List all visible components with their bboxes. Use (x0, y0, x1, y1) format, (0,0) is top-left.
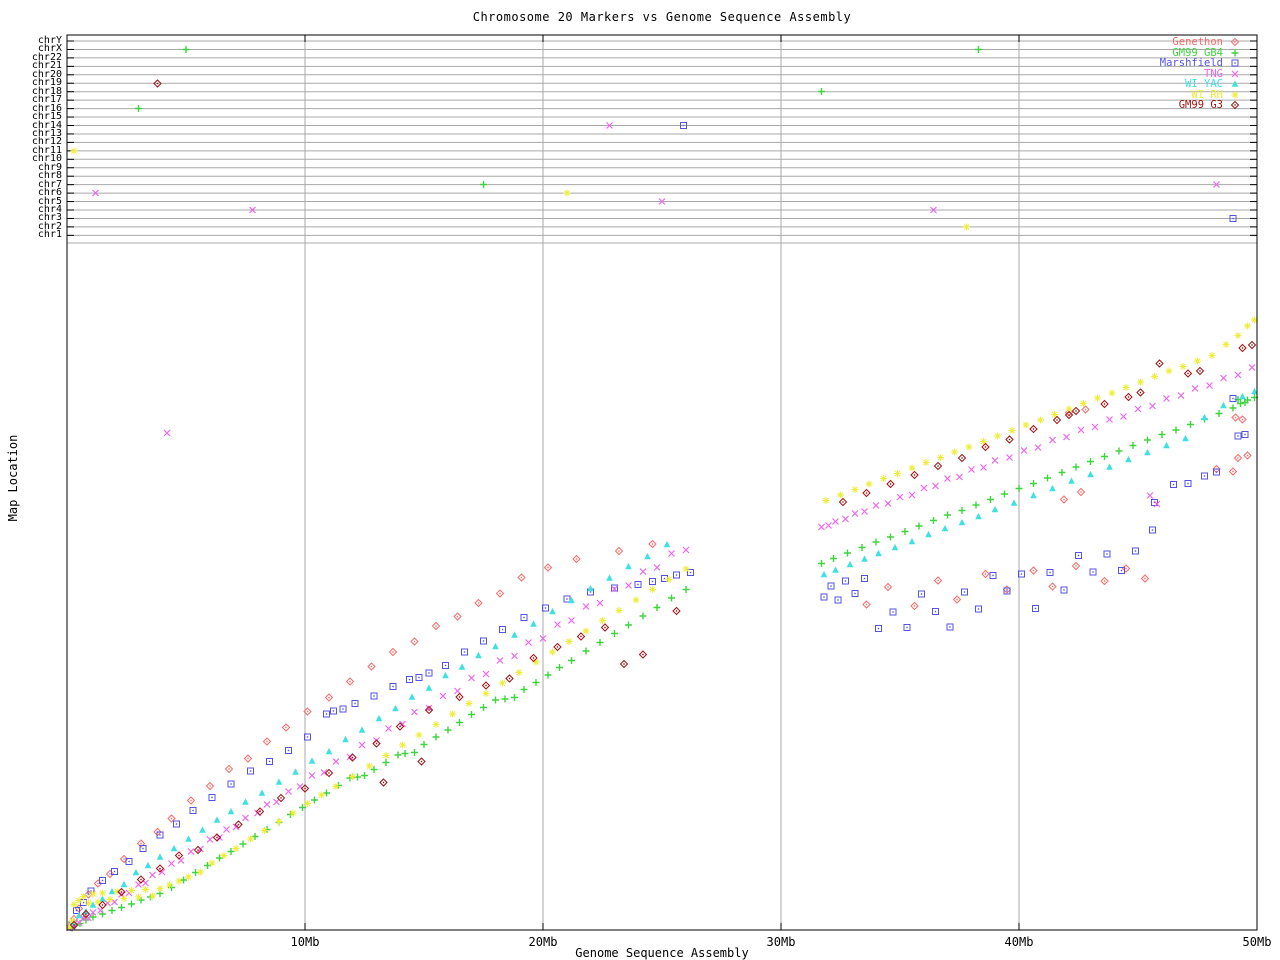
y-axis-label-chr21: chr21 (31, 60, 62, 72)
y-axis-label-chr1: chr1 (37, 229, 62, 241)
tng-marker-icon (1231, 70, 1239, 78)
gm99-gb4-marker-icon (1231, 49, 1239, 57)
legend-entry-tng: TNG (1160, 67, 1240, 80)
genethon-marker-icon (1230, 38, 1240, 47)
legend-label: Genethon (1172, 36, 1223, 49)
series-marshfield (68, 395, 1249, 928)
y-axis-label-chr22: chr22 (31, 51, 62, 63)
x-axis-title: Genome Sequence Assembly (575, 946, 749, 960)
legend-entry-genethon: Genethon (1160, 37, 1240, 48)
series-genethon (66, 405, 1252, 932)
series-wi-rh (66, 316, 1258, 931)
x-axis-tick-20mb: 20Mb (528, 935, 558, 949)
y-axis-label-chr20: chr20 (31, 68, 62, 80)
wi-rh-marker-icon (1231, 91, 1239, 99)
y-axis-label-chr18: chr18 (31, 85, 62, 97)
wi-yac-marker-icon (1231, 80, 1239, 87)
legend: Genethon GM99 GB4 Marshfield TNG WI YAC WI RH… (1160, 37, 1240, 111)
series-tng (66, 364, 1256, 932)
legend-label: TNG (1204, 67, 1223, 80)
y-axis-label-chr14: chr14 (31, 119, 62, 131)
y-axis-label-chrX: chrX (37, 43, 62, 55)
y-axis-label-chr8: chr8 (37, 170, 62, 182)
x-axis-tick-10mb: 10Mb (290, 935, 320, 949)
y-axis-label-chr11: chr11 (31, 144, 62, 156)
chart-title: Chromosome 20 Markers vs Genome Sequence… (472, 10, 852, 24)
legend-entry-wi-yac: WI YAC (1160, 79, 1240, 90)
legend-entry-marshfield: Marshfield (1160, 58, 1240, 69)
y-axis-label-chr7: chr7 (37, 178, 62, 190)
legend-label: GM99 G3 (1178, 99, 1223, 112)
gm99-g3-marker-icon (1230, 101, 1240, 110)
band-outlier-points (70, 46, 1237, 231)
y-axis-label-chr17: chr17 (31, 94, 62, 106)
marshfield-marker-icon (1231, 59, 1239, 67)
y-axis-label-chr6: chr6 (37, 187, 62, 199)
y-axis-label-chr3: chr3 (37, 212, 62, 224)
x-axis-tick-50mb: 50Mb (1242, 935, 1272, 949)
legend-entry-wi-rh: WI RH (1160, 88, 1240, 101)
y-axis-label-chr5: chr5 (37, 195, 62, 207)
plot-frame (66, 34, 1258, 931)
y-axis-label-chr13: chr13 (31, 127, 62, 139)
y-axis-label-chr15: chr15 (31, 111, 62, 123)
y-axis-label-chr4: chr4 (37, 204, 62, 215)
legend-label: GM99 GB4 (1172, 46, 1223, 59)
y-axis-label-chr2: chr2 (37, 220, 62, 232)
legend-label: WI RH (1191, 88, 1223, 101)
x-axis-tick-40mb: 40Mb (1004, 935, 1034, 949)
series-gm99-g3 (69, 340, 1257, 930)
x-axis-tick-30mb: 30Mb (766, 935, 796, 949)
y-axis-label-chr12: chr12 (31, 136, 62, 148)
y-axis-label-chr16: chr16 (31, 102, 62, 114)
y-axis-label-chr9: chr9 (37, 161, 62, 173)
series-wi-yac (67, 387, 1258, 928)
y-axis-label-chr10: chr10 (31, 153, 62, 165)
legend-label: WI YAC (1185, 78, 1223, 91)
series-gm99-gb4 (68, 394, 1258, 932)
y-axis-label-chrY: chrY (37, 35, 62, 46)
legend-entry-gm99-g3: GM99 G3 (1160, 100, 1240, 111)
legend-label: Marshfield (1159, 57, 1223, 70)
legend-entry-gm99-gb4: GM99 GB4 (1160, 46, 1240, 59)
y-axis-label-chr19: chr19 (31, 77, 62, 89)
